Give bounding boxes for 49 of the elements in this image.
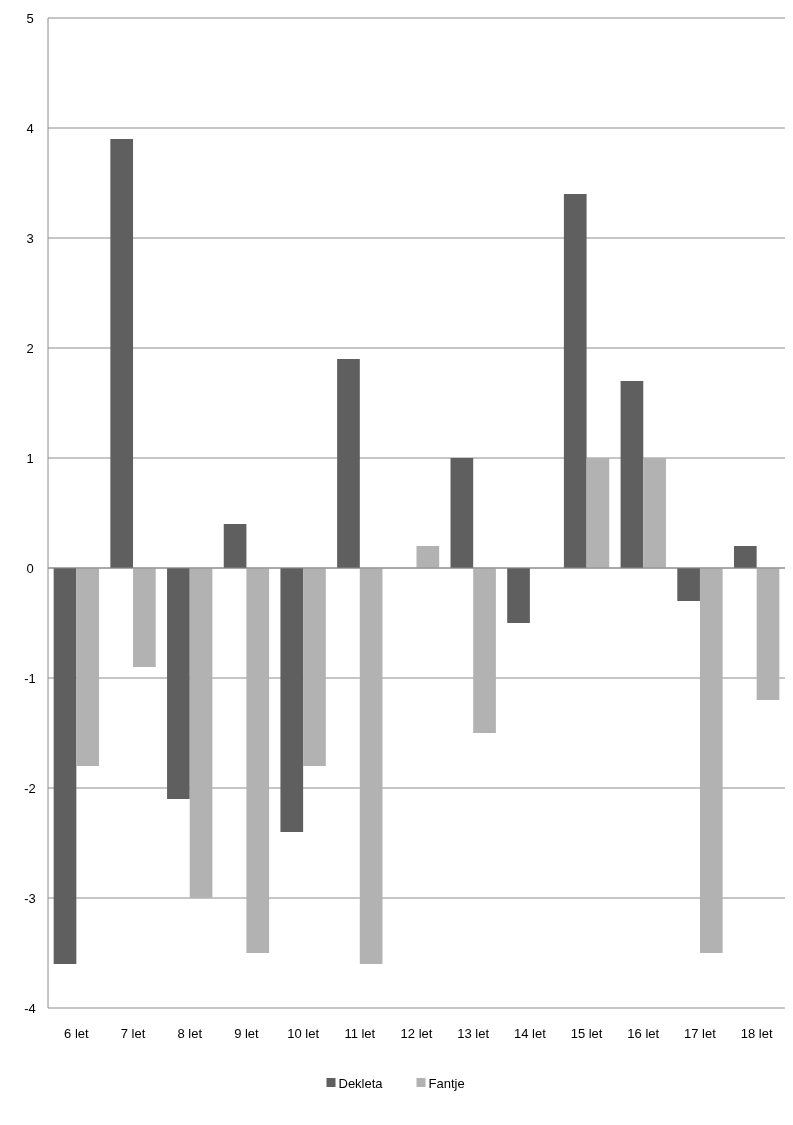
- bar: [699, 568, 723, 953]
- bar: [223, 524, 247, 568]
- bar: [416, 546, 440, 568]
- x-tick-label: 15 let: [570, 1026, 603, 1041]
- y-tick-label: 5: [26, 10, 34, 26]
- x-tick-label: 18 let: [740, 1026, 773, 1041]
- bar: [53, 568, 77, 964]
- y-tick-label: 2: [26, 340, 34, 356]
- y-tick-label: -2: [24, 780, 36, 796]
- y-tick-label: -3: [24, 890, 36, 906]
- legend-label: Fantje: [428, 1075, 465, 1091]
- bar: [110, 139, 134, 568]
- x-tick-label: 14 let: [513, 1026, 547, 1041]
- bar: [303, 568, 326, 766]
- bar: [677, 568, 700, 601]
- bar: [563, 194, 587, 568]
- y-tick-label: 1: [26, 450, 34, 466]
- x-tick-label: 6 let: [64, 1026, 90, 1041]
- x-tick-label: 9 let: [234, 1026, 260, 1041]
- bar: [133, 568, 156, 667]
- x-tick-label: 11 let: [344, 1026, 376, 1041]
- bar: [337, 359, 360, 568]
- bar: [620, 381, 644, 568]
- bar: [586, 458, 610, 568]
- bar: [733, 546, 757, 568]
- x-tick-label: 12 let: [400, 1026, 433, 1041]
- x-tick-label: 10 let: [287, 1026, 320, 1041]
- x-tick-label: 17 let: [684, 1026, 717, 1041]
- bar: [756, 568, 780, 700]
- bar: [450, 458, 474, 568]
- bar: [246, 568, 270, 953]
- y-tick-label: -1: [24, 670, 36, 686]
- bar: [280, 568, 304, 832]
- bar: [167, 568, 190, 799]
- bar: [643, 458, 666, 568]
- x-tick-label: 7 let: [120, 1026, 146, 1041]
- x-tick-label: 16 let: [627, 1026, 660, 1041]
- x-tick-label: 8 let: [177, 1026, 203, 1041]
- y-tick-label: 3: [26, 230, 34, 246]
- bar: [76, 568, 100, 766]
- y-tick-label: 0: [26, 560, 34, 576]
- bar: [507, 568, 530, 623]
- x-tick-label: 13 let: [457, 1026, 490, 1041]
- bar: [189, 568, 213, 898]
- bar: [473, 568, 496, 733]
- bar: [359, 568, 383, 964]
- y-tick-label: 4: [26, 120, 34, 136]
- legend-label: Dekleta: [338, 1075, 384, 1091]
- y-tick-label: -4: [24, 1000, 36, 1016]
